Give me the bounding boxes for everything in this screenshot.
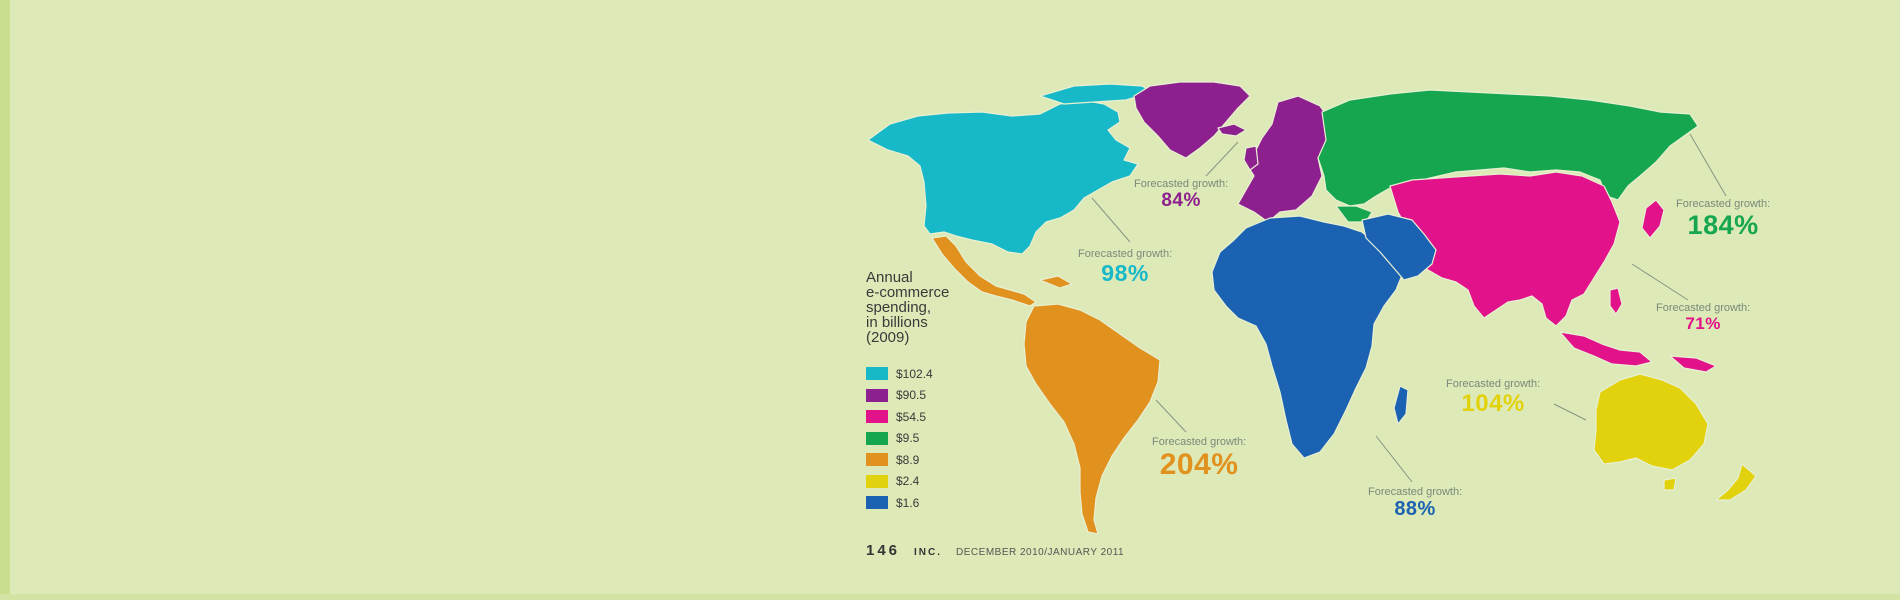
iceland-shape bbox=[1217, 123, 1247, 137]
callout-label: Forecasted growth: bbox=[1656, 302, 1751, 314]
legend-item: $1.6 bbox=[866, 492, 1026, 514]
central-america-shape bbox=[931, 235, 1037, 307]
legend-value: $102.4 bbox=[896, 366, 933, 381]
callout-asia: Forecasted growth: 71% bbox=[1656, 302, 1750, 334]
southeast-asia-islands bbox=[1559, 331, 1653, 367]
region-russia bbox=[1317, 89, 1699, 223]
region-europe bbox=[1133, 81, 1331, 223]
legend-item: $9.5 bbox=[866, 428, 1026, 450]
callout-russia: Forecasted growth: 184% bbox=[1676, 198, 1770, 241]
callout-growth-value: 204% bbox=[1159, 448, 1239, 481]
magazine-name: INC. bbox=[914, 547, 943, 558]
legend: Annual e-commerce spending, in billions … bbox=[866, 270, 1026, 514]
greenland-shape bbox=[1133, 81, 1251, 159]
callout-label: Forecasted growth: bbox=[1368, 486, 1463, 498]
legend-title-line: (2009) bbox=[866, 329, 910, 346]
callout-australia: Forecasted growth: 104% bbox=[1446, 378, 1540, 418]
legend-title-line: spending, bbox=[866, 299, 932, 316]
region-asia bbox=[1389, 171, 1717, 373]
new-zealand-shape bbox=[1715, 463, 1757, 501]
legend-swatch bbox=[866, 388, 888, 402]
legend-value: $2.4 bbox=[896, 474, 920, 489]
new-guinea-shape bbox=[1669, 355, 1717, 373]
callout-growth-value: 88% bbox=[1394, 498, 1436, 520]
callout-growth-value: 71% bbox=[1685, 314, 1721, 333]
africa-shape bbox=[1211, 215, 1405, 459]
callout-north-america: Forecasted growth: 98% bbox=[1078, 248, 1172, 287]
leader-line-asia bbox=[1631, 263, 1689, 301]
page-footer: 146 INC. DECEMBER 2010/JANUARY 2011 bbox=[866, 542, 1124, 559]
leader-line-africa bbox=[1375, 435, 1413, 483]
callout-label: Forecasted growth: bbox=[1134, 178, 1229, 190]
australia-shape bbox=[1593, 373, 1709, 471]
page-number: 146 bbox=[866, 542, 901, 559]
leader-line-north-america bbox=[1091, 197, 1131, 243]
callout-africa: Forecasted growth: 88% bbox=[1368, 486, 1462, 521]
legend-title-line: in billions bbox=[866, 314, 928, 331]
callout-leader-lines bbox=[1091, 133, 1727, 483]
legend-item: $102.4 bbox=[866, 363, 1026, 385]
callout-growth-value: 98% bbox=[1101, 260, 1149, 286]
left-border bbox=[0, 0, 10, 600]
region-africa-middle-east bbox=[1211, 213, 1437, 459]
issue-date: DECEMBER 2010/JANUARY 2011 bbox=[956, 547, 1125, 558]
leader-line-russia bbox=[1689, 133, 1727, 197]
callout-label: Forecasted growth: bbox=[1152, 436, 1247, 448]
legend-value: $8.9 bbox=[896, 452, 920, 467]
legend-value: $90.5 bbox=[896, 388, 927, 403]
legend-item: $54.5 bbox=[866, 406, 1026, 428]
middle-east-shape bbox=[1361, 213, 1437, 281]
leader-line-australia bbox=[1553, 403, 1587, 421]
leader-line-europe bbox=[1205, 141, 1239, 177]
madagascar-shape bbox=[1393, 385, 1409, 425]
callout-label: Forecasted growth: bbox=[1078, 248, 1173, 260]
legend-value: $1.6 bbox=[896, 495, 920, 510]
legend-title-line: Annual bbox=[866, 269, 913, 286]
legend-swatch bbox=[866, 474, 888, 488]
region-south-america bbox=[1023, 303, 1161, 535]
callout-growth-value: 104% bbox=[1461, 390, 1525, 417]
legend-item: $2.4 bbox=[866, 471, 1026, 493]
legend-swatch bbox=[866, 496, 888, 510]
north-america-shape bbox=[867, 99, 1139, 255]
south-america-shape bbox=[1023, 303, 1161, 535]
callout-growth-value: 184% bbox=[1687, 210, 1759, 240]
legend-list: $102.4 $90.5 $54.5 $9.5 $8.9 $2.4 $1.6 bbox=[866, 363, 1026, 514]
legend-item: $90.5 bbox=[866, 385, 1026, 407]
legend-item: $8.9 bbox=[866, 449, 1026, 471]
legend-value: $9.5 bbox=[896, 431, 920, 446]
legend-swatch bbox=[866, 453, 888, 467]
legend-title-line: e-commerce bbox=[866, 284, 950, 301]
callout-label: Forecasted growth: bbox=[1676, 198, 1771, 210]
legend-value: $54.5 bbox=[896, 409, 927, 424]
caucasus-shape bbox=[1335, 205, 1373, 223]
philippines-shape bbox=[1609, 287, 1623, 315]
tasmania-shape bbox=[1663, 477, 1677, 491]
legend-title: Annual e-commerce spending, in billions … bbox=[866, 270, 976, 345]
callout-europe: Forecasted growth: 84% bbox=[1134, 178, 1228, 212]
japan-shape bbox=[1641, 199, 1665, 239]
callout-label: Forecasted growth: bbox=[1446, 378, 1541, 390]
legend-swatch bbox=[866, 431, 888, 445]
legend-swatch bbox=[866, 410, 888, 424]
leader-line-south-america bbox=[1155, 399, 1187, 433]
callout-growth-value: 84% bbox=[1161, 190, 1201, 211]
callout-south-america: Forecasted growth: 204% bbox=[1152, 436, 1246, 482]
region-australia bbox=[1593, 373, 1757, 501]
uk-shape bbox=[1243, 145, 1259, 171]
caribbean-islands bbox=[1039, 275, 1073, 289]
legend-swatch bbox=[866, 367, 888, 381]
bottom-strip bbox=[0, 594, 1900, 600]
